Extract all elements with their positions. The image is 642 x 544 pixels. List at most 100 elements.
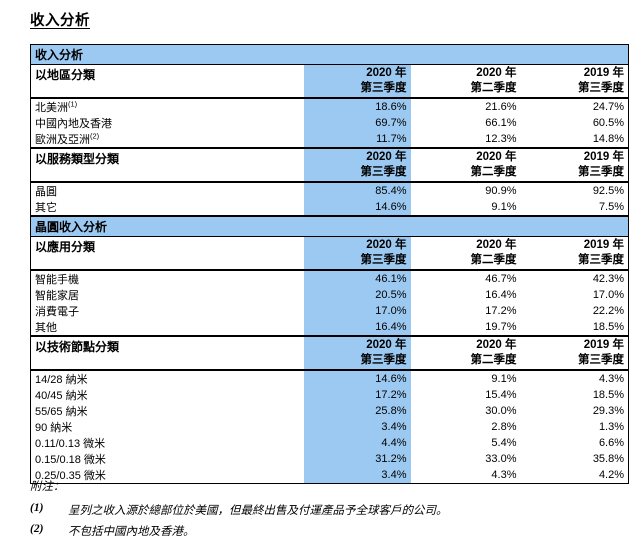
value-2020-q2: 33.0% [485, 453, 517, 465]
row-label-text: 北美洲 [35, 102, 68, 114]
value-2020-q2: 66.1% [485, 117, 517, 129]
value-2019-q3: 22.2% [592, 305, 625, 317]
footnote-2-label: (2) [30, 523, 44, 535]
row-label-text: 0.11/0.13 微米 [35, 438, 106, 450]
value-2020-q2: 15.4% [485, 389, 517, 401]
value-2020-q3: 69.7% [303, 115, 411, 131]
row-label: 歐洲及亞洲(2) [30, 131, 304, 149]
value-2019-q3: 1.3% [598, 421, 625, 433]
col-header-quarter: 第二季度 [470, 254, 517, 266]
col-header-2020-q3: 2020 年 第三季度 [303, 336, 411, 371]
row-label: 中國內地及香港 [31, 115, 304, 131]
col-header-year: 2020 年 [476, 339, 517, 351]
value-2020-q2: 90.9% [485, 185, 517, 197]
footnote-2: (2) 不包括中國內地及香港。 [30, 523, 618, 539]
value-2020-q2: 46.7% [485, 273, 517, 285]
table-row: 0.11/0.13 微米 4.4% 5.4% 6.6% [31, 435, 629, 451]
footnote-2-text: 不包括中國內地及香港。 [68, 526, 195, 538]
col-header-2020-q2: 2020 年 第二季度 [410, 236, 521, 271]
table-row: 中國內地及香港 69.7% 66.1% 60.5% [31, 115, 629, 131]
col-header-2019-q3: 2019 年 第三季度 [520, 148, 629, 183]
row-label-text: 智能家居 [35, 290, 79, 302]
value-2020-q2: 4.3% [491, 469, 517, 481]
row-label-text: 55/65 納米 [35, 406, 88, 418]
value-2020-q3: 17.2% [303, 387, 411, 403]
col-header-quarter: 第三季度 [360, 82, 407, 94]
col-header-year: 2020 年 [366, 339, 407, 351]
row-label-text: 消費電子 [35, 306, 79, 318]
table-row: 90 納米 3.4% 2.8% 1.3% [31, 419, 629, 435]
band-row-revenue: 收入分析 [30, 44, 629, 65]
row-label-text: 歐洲及亞洲 [35, 134, 90, 146]
col-header-quarter: 第二季度 [470, 166, 517, 178]
col-header-year: 2019 年 [583, 339, 625, 351]
col-header-quarter: 第三季度 [578, 354, 625, 366]
row-label-text: 其它 [35, 202, 57, 214]
row-label: 0.15/0.18 微米 [31, 451, 304, 467]
value-2020-q2: 9.1% [491, 373, 517, 385]
col-header-year: 2019 年 [583, 239, 625, 251]
row-label-text: 其他 [35, 322, 57, 334]
col-header-quarter: 第二季度 [470, 82, 517, 94]
value-2019-q3: 4.2% [598, 469, 625, 481]
page-title: 收入分析 [30, 13, 90, 29]
row-label: 40/45 納米 [31, 387, 304, 403]
value-2020-q2: 2.8% [491, 421, 517, 433]
table-row: 晶圓 85.4% 90.9% 92.5% [31, 182, 629, 199]
value-2020-q3: 14.6% [303, 370, 411, 387]
row-label-text: 0.15/0.18 微米 [35, 454, 106, 466]
revenue-analysis-table: 收入分析 以地區分類 2020 年 第三季度 2020 年 第二季度 2019 … [30, 44, 630, 484]
section-header-row: 以地區分類 2020 年 第三季度 2020 年 第二季度 2019 年 第三季… [30, 64, 629, 99]
footnote-ref: (2) [90, 131, 100, 141]
row-label: 0.11/0.13 微米 [31, 435, 304, 451]
value-2020-q3: 18.6% [303, 98, 411, 115]
table-row: 55/65 納米 25.8% 30.0% 29.3% [31, 403, 629, 419]
col-header-2020-q3: 2020 年 第三季度 [303, 236, 411, 271]
row-label: 其它 [30, 199, 304, 217]
value-2020-q3: 3.4% [303, 419, 411, 435]
value-2019-q3: 42.3% [592, 273, 625, 285]
table-row: 智能手機 46.1% 46.7% 42.3% [31, 270, 629, 287]
value-2020-q3: 46.1% [303, 270, 411, 287]
col-header-year: 2020 年 [366, 67, 407, 79]
value-2020-q2: 17.2% [485, 305, 517, 317]
table-row: 智能家居 20.5% 16.4% 17.0% [31, 287, 629, 303]
value-2020-q3: 25.8% [303, 403, 411, 419]
value-2020-q2: 5.4% [491, 437, 517, 449]
col-header-2019-q3: 2019 年 第三季度 [520, 64, 629, 99]
value-2020-q3: 14.6% [303, 199, 411, 217]
value-2020-q3: 20.5% [303, 287, 411, 303]
value-2019-q3: 6.6% [598, 437, 625, 449]
footnote-1: (1) 呈列之收入源於總部位於美國，但最終出售及付運產品予全球客戶的公司。 [30, 502, 618, 518]
col-header-year: 2019 年 [583, 151, 625, 163]
section-label-region: 以地區分類 [30, 64, 304, 99]
footnotes: 附注： (1) 呈列之收入源於總部位於美國，但最終出售及付運產品予全球客戶的公司… [30, 478, 618, 544]
value-2019-q3: 92.5% [592, 185, 625, 197]
row-label: 智能家居 [31, 287, 304, 303]
row-label: 晶圓 [31, 182, 304, 199]
table-row: 其他 16.4% 19.7% 18.5% [30, 319, 629, 337]
value-2019-q3: 4.3% [598, 373, 625, 385]
value-2020-q2: 16.4% [485, 289, 517, 301]
col-header-quarter: 第三季度 [360, 254, 407, 266]
section-label-service-type: 以服務類型分類 [30, 148, 304, 183]
band-revenue-label: 收入分析 [30, 44, 629, 65]
row-label: 55/65 納米 [31, 403, 304, 419]
band-row-wafer: 晶圓收入分析 [30, 215, 629, 237]
col-header-year: 2019 年 [583, 67, 625, 79]
col-header-2020-q3: 2020 年 第三季度 [303, 148, 411, 183]
table-row: 北美洲(1) 18.6% 21.6% 24.7% [31, 98, 629, 115]
table-row: 40/45 納米 17.2% 15.4% 18.5% [31, 387, 629, 403]
value-2019-q3: 18.5% [520, 319, 629, 337]
value-2019-q3: 14.8% [520, 131, 629, 149]
table-row: 消費電子 17.0% 17.2% 22.2% [31, 303, 629, 319]
col-header-2019-q3: 2019 年 第三季度 [520, 336, 629, 371]
value-2020-q2: 21.6% [485, 101, 517, 113]
value-2020-q2: 12.3% [410, 131, 521, 149]
row-label: 智能手機 [31, 270, 304, 287]
band-wafer-label: 晶圓收入分析 [30, 215, 629, 237]
section-header-row: 以技術節點分類 2020 年 第三季度 2020 年 第二季度 2019 年 第… [30, 336, 629, 371]
value-2020-q3: 17.0% [303, 303, 411, 319]
value-2020-q3: 85.4% [303, 182, 411, 199]
footnote-1-text: 呈列之收入源於總部位於美國，但最終出售及付運產品予全球客戶的公司。 [68, 505, 448, 517]
